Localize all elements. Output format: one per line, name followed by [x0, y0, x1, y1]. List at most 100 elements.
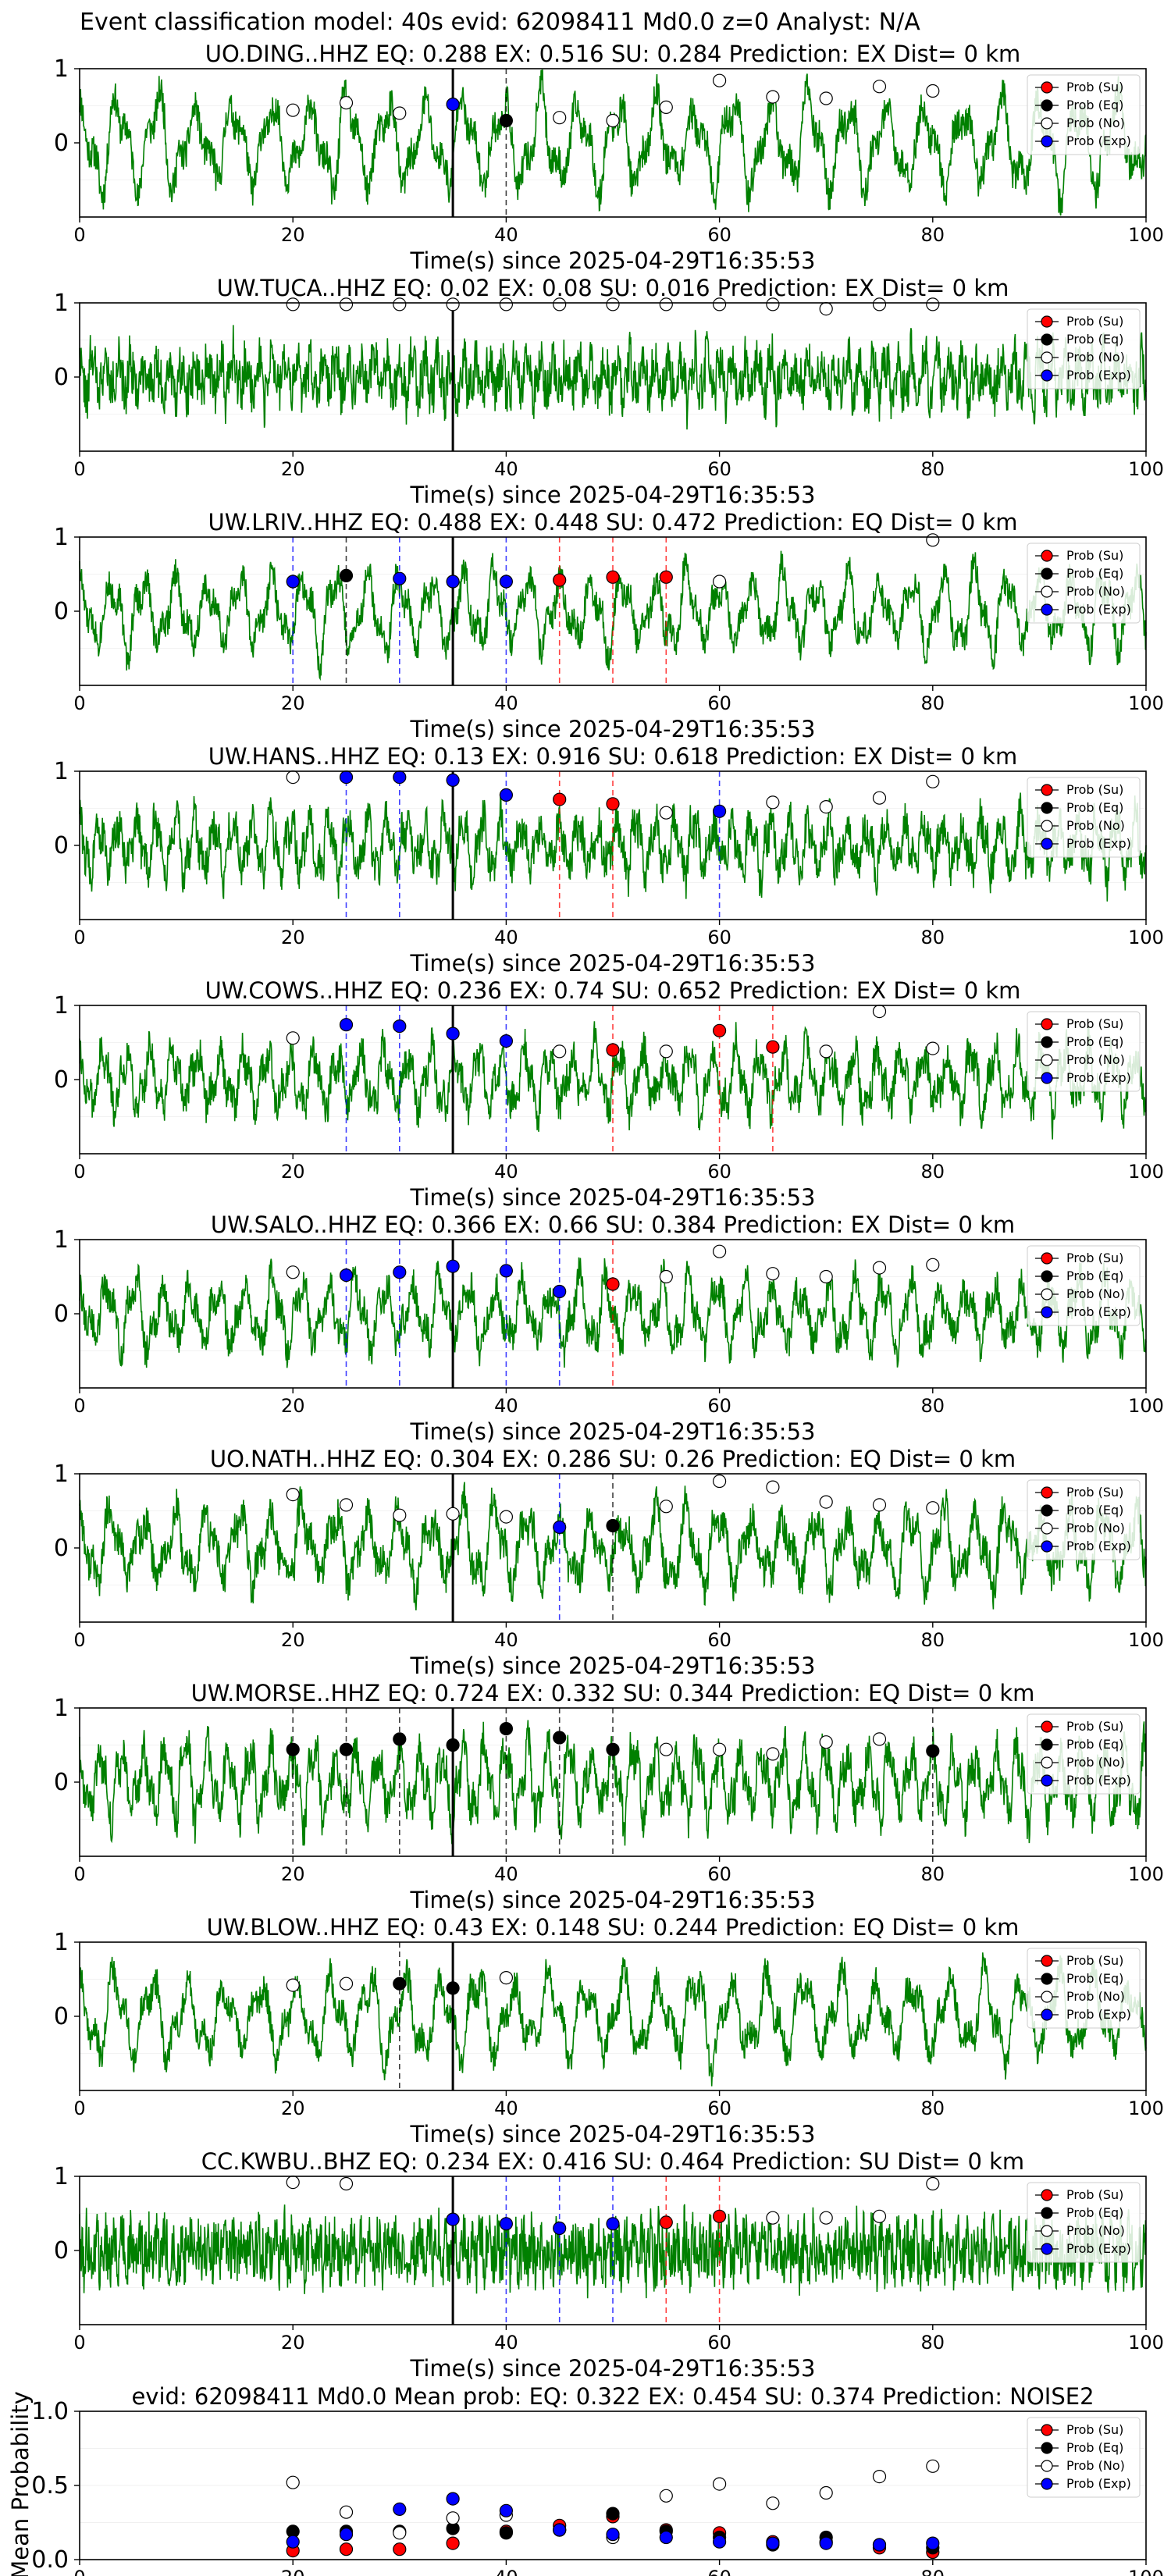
y-tick-label: 1 — [54, 55, 69, 83]
prob-marker-no — [393, 1508, 407, 1522]
x-ticks: 0 20 40 60 80 100 — [73, 2325, 1164, 2354]
legend-label: Prob (No) — [1066, 818, 1125, 833]
prob-marker-no — [659, 100, 673, 114]
legend-box — [1027, 1011, 1141, 1092]
legend-marker-no — [1041, 1522, 1053, 1535]
x-tick-label: 40 — [494, 458, 518, 480]
prob-marker-no — [712, 575, 727, 589]
x-tick-label: 80 — [921, 1629, 945, 1651]
x-tick-label: 100 — [1128, 2097, 1164, 2119]
legend-label: Prob (Exp) — [1066, 836, 1131, 851]
prob-marker-exp — [499, 788, 514, 802]
x-tick-label: 100 — [1128, 2332, 1164, 2354]
legend-marker-exp — [1041, 603, 1053, 616]
x-tick-label: 100 — [1128, 927, 1164, 948]
prob-marker-su — [712, 2209, 727, 2223]
legend-label: Prob (Su) — [1066, 314, 1123, 329]
legend-label: Prob (Su) — [1066, 2422, 1123, 2437]
legend-box — [1027, 1713, 1141, 1795]
x-tick-label: 60 — [707, 1863, 731, 1885]
legend-marker-eq — [1041, 2442, 1053, 2454]
prob-marker-no — [819, 2485, 833, 2500]
prob-marker-no — [339, 297, 354, 311]
panel-title: evid: 62098411 Md0.0 Mean prob: EQ: 0.32… — [131, 2383, 1094, 2410]
prob-marker-no — [819, 1735, 833, 1749]
x-axis-label: Time(s) since 2025-04-29T16:35:53 — [410, 2121, 816, 2147]
legend-label: Prob (No) — [1066, 584, 1125, 599]
legend-label: Prob (No) — [1066, 2223, 1125, 2238]
legend-label: Prob (Exp) — [1066, 1304, 1131, 1319]
panel-title: UW.SALO..HHZ EQ: 0.366 EX: 0.66 SU: 0.38… — [211, 1212, 1015, 1238]
y-ticks: 01 — [54, 992, 80, 1094]
legend: Prob (Su) Prob (Eq) Prob (No) Prob (Exp) — [1027, 1011, 1141, 1092]
prob-marker-exp — [499, 1034, 514, 1048]
x-ticks: 0 20 40 60 80 100 — [73, 451, 1164, 480]
legend-label: Prob (Eq) — [1066, 332, 1123, 347]
legend-marker-eq — [1041, 2207, 1053, 2219]
prob-marker-exp — [606, 2528, 620, 2542]
x-tick-label: 60 — [707, 224, 731, 246]
prob-marker-no — [872, 2470, 887, 2484]
prob-marker-eq — [606, 2507, 620, 2521]
legend: Prob (Su) Prob (Eq) Prob (No) Prob (Exp) — [1027, 777, 1141, 858]
legend-marker-su — [1041, 784, 1053, 796]
prob-marker-no — [393, 297, 407, 311]
prob-marker-exp — [446, 1026, 460, 1041]
prob-marker-no — [872, 1732, 887, 1746]
prob-marker-no — [926, 533, 940, 547]
legend-label: Prob (Su) — [1066, 782, 1123, 797]
y-tick-label: 0 — [54, 1769, 69, 1796]
legend-label: Prob (Exp) — [1066, 368, 1131, 382]
prob-marker-no — [339, 96, 354, 110]
legend-marker-exp — [1041, 838, 1053, 850]
panel-title: UO.NATH..HHZ EQ: 0.304 EX: 0.286 SU: 0.2… — [210, 1446, 1016, 1472]
legend-label: Prob (Su) — [1066, 1953, 1123, 1968]
legend-label: Prob (Eq) — [1066, 1503, 1123, 1517]
legend-label: Prob (No) — [1066, 116, 1125, 130]
prob-marker-no — [553, 1044, 567, 1059]
prob-marker-exp — [339, 770, 354, 785]
prob-marker-no — [819, 302, 833, 316]
prob-marker-su — [393, 2542, 407, 2556]
prob-marker-su — [659, 2215, 673, 2229]
prob-marker-no — [872, 1261, 887, 1275]
x-tick-label: 60 — [707, 692, 731, 714]
x-tick-label: 40 — [494, 1161, 518, 1183]
prob-marker-no — [446, 297, 460, 311]
legend-marker-su — [1041, 2189, 1053, 2201]
y-tick-label: 1 — [54, 1226, 69, 1254]
x-tick-label: 20 — [281, 2332, 305, 2354]
prob-marker-eq — [286, 1742, 300, 1756]
x-tick-label: 80 — [921, 2567, 945, 2576]
x-tick-label: 60 — [707, 2332, 731, 2354]
legend-label: Prob (Eq) — [1066, 1971, 1123, 1986]
legend-marker-exp — [1041, 369, 1053, 382]
x-tick-label: 80 — [921, 458, 945, 480]
x-tick-label: 0 — [73, 2567, 85, 2576]
x-tick-label: 60 — [707, 1395, 731, 1417]
waveform-trace — [79, 1482, 1147, 1610]
prob-marker-exp — [606, 2217, 620, 2231]
y-tick-label: 0.5 — [31, 2472, 69, 2500]
prob-marker-no — [819, 1269, 833, 1284]
legend-marker-no — [1041, 2225, 1053, 2237]
prob-marker-no — [286, 770, 300, 785]
x-tick-label: 0 — [73, 692, 85, 714]
prob-marker-exp — [339, 1268, 354, 1283]
legend-label: Prob (Su) — [1066, 80, 1123, 94]
prob-marker-no — [286, 2475, 300, 2489]
prob-marker-exp — [553, 2523, 567, 2537]
prob-marker-no — [712, 1244, 727, 1258]
prob-marker-no — [872, 1498, 887, 1512]
prob-marker-no — [872, 1004, 887, 1019]
prob-marker-no — [659, 1742, 673, 1756]
prob-marker-no — [766, 297, 780, 311]
x-axis-label: Time(s) since 2025-04-29T16:35:53 — [410, 950, 816, 977]
legend-label: Prob (No) — [1066, 350, 1125, 365]
